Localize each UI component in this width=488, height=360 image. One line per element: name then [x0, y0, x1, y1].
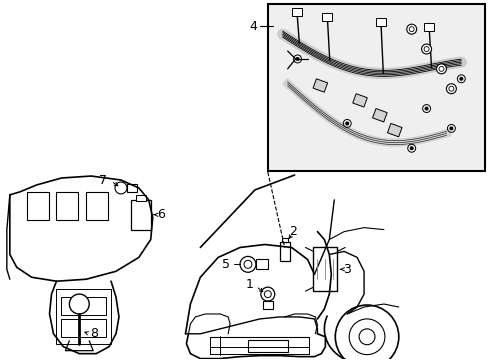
- Circle shape: [458, 77, 462, 81]
- Bar: [313, 247, 337, 291]
- Bar: [263, 301, 272, 309]
- Text: 5: 5: [222, 258, 230, 271]
- Circle shape: [446, 84, 455, 94]
- Circle shape: [345, 121, 348, 125]
- Text: 6: 6: [156, 208, 164, 221]
- Circle shape: [436, 64, 446, 74]
- Bar: [255, 260, 267, 269]
- Circle shape: [424, 107, 427, 111]
- Bar: [312, 79, 327, 92]
- Circle shape: [448, 126, 452, 130]
- Circle shape: [240, 256, 255, 272]
- Bar: [56, 192, 78, 220]
- Bar: [86, 192, 108, 220]
- Bar: [372, 109, 386, 122]
- Bar: [61, 319, 106, 337]
- Bar: [267, 4, 484, 171]
- Bar: [322, 13, 332, 21]
- Text: 3: 3: [343, 263, 350, 276]
- Circle shape: [69, 294, 89, 314]
- Bar: [61, 297, 106, 315]
- Text: 4: 4: [248, 20, 256, 33]
- Bar: [281, 238, 287, 242]
- Circle shape: [406, 24, 416, 34]
- Circle shape: [115, 182, 127, 194]
- Bar: [386, 123, 401, 137]
- Bar: [279, 242, 289, 261]
- Bar: [127, 184, 137, 192]
- Bar: [423, 23, 433, 31]
- Circle shape: [295, 57, 299, 61]
- Bar: [56, 289, 111, 344]
- Circle shape: [260, 287, 274, 301]
- Text: 7: 7: [99, 174, 107, 186]
- Bar: [131, 200, 150, 230]
- Bar: [247, 340, 287, 352]
- Bar: [291, 8, 301, 16]
- Circle shape: [421, 44, 431, 54]
- Text: 1: 1: [245, 278, 253, 291]
- Text: 2: 2: [288, 225, 296, 238]
- Text: 8: 8: [90, 327, 98, 340]
- Bar: [136, 195, 145, 201]
- Bar: [375, 18, 385, 26]
- Bar: [352, 94, 366, 107]
- Circle shape: [409, 146, 413, 150]
- Bar: [27, 192, 48, 220]
